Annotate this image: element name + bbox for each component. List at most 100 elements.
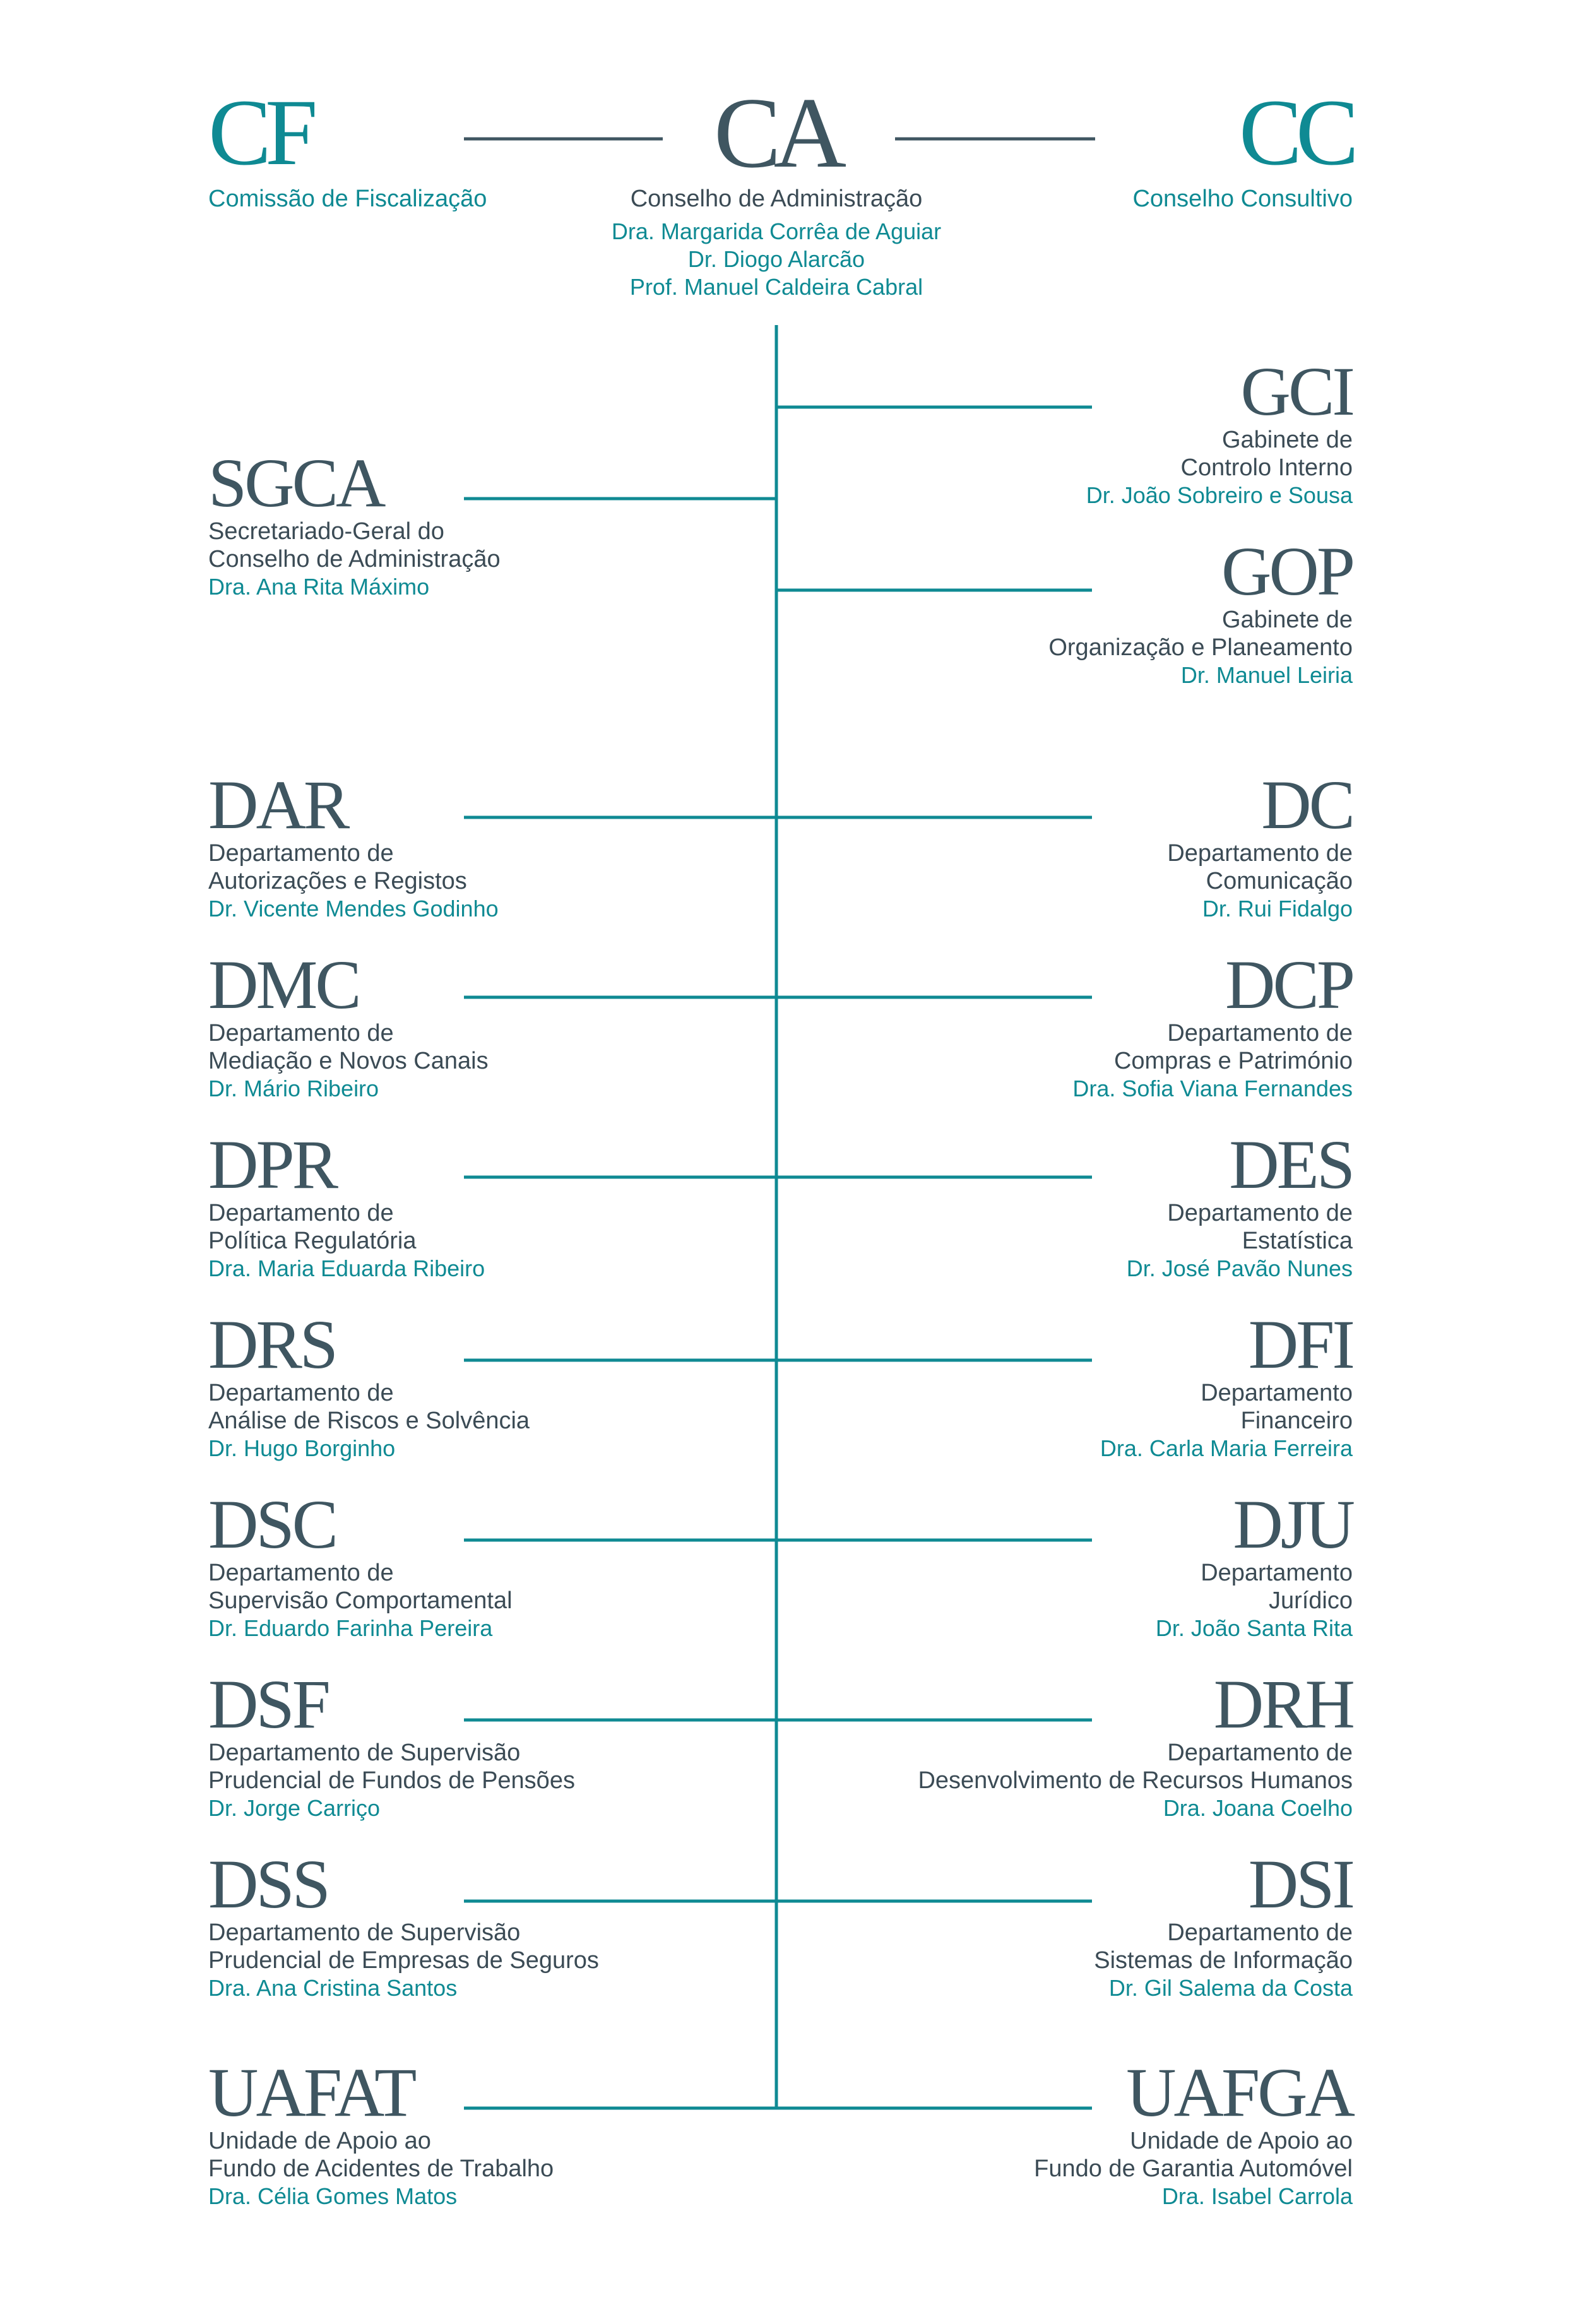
unit-abbr: DCP <box>1225 946 1355 1023</box>
unit-head: Dr. Eduardo Farinha Pereira <box>208 1615 493 1641</box>
unit-name-line: Departamento de <box>1167 840 1353 867</box>
unit-head: Dr. Gil Salema da Costa <box>1108 1975 1353 2001</box>
unit-name-line: Gabinete de <box>1221 607 1353 633</box>
unit-name-line: Compras e Património <box>1113 1048 1353 1074</box>
unit-name-line: Departamento de <box>1167 1740 1353 1766</box>
cf-abbr: CF <box>208 80 317 185</box>
unit-cf: CF Comissão de Fiscalização <box>208 85 776 213</box>
unit-name-line: Departamento de <box>208 1380 394 1406</box>
unit-name-line: Controlo Interno <box>1180 454 1353 481</box>
unit-name-line: Organização e Planeamento <box>1048 634 1353 661</box>
unit-uafat: UAFAT Unidade de Apoio ao Fundo de Acide… <box>208 2058 776 2210</box>
unit-name-line: Estatística <box>1242 1228 1353 1254</box>
unit-name-line: Prudencial de Empresas de Seguros <box>208 1947 599 1974</box>
unit-head: Dra. Maria Eduarda Ribeiro <box>208 1255 485 1281</box>
unit-head: Dr. Jorge Carriço <box>208 1795 381 1821</box>
unit-dc: DC Departamento de Comunicação Dr. Rui F… <box>785 766 1355 923</box>
unit-abbr: DES <box>1229 1126 1355 1203</box>
unit-name-line: Departamento de <box>1167 1919 1353 1946</box>
unit-name-line: Prudencial de Fundos de Pensões <box>208 1767 575 1794</box>
unit-head: Dra. Joana Coelho <box>1163 1795 1353 1821</box>
unit-name-line: Fundo de Acidentes de Trabalho <box>208 2155 554 2182</box>
unit-name-line: Unidade de Apoio ao <box>1130 2128 1353 2154</box>
unit-gop: GOP Gabinete de Organização e Planeament… <box>785 533 1355 689</box>
unit-abbr: DAR <box>208 766 350 843</box>
unit-head: Dr. Hugo Borginho <box>208 1435 396 1461</box>
unit-head: Dra. Sofia Viana Fernandes <box>1072 1076 1353 1101</box>
unit-dmc: DMC Departamento de Mediação e Novos Can… <box>208 950 776 1103</box>
unit-abbr: DSF <box>208 1666 331 1743</box>
unit-head: Dra. Ana Cristina Santos <box>208 1975 458 2001</box>
unit-ca: CA Conselho de Administração Dra. Margar… <box>555 76 997 301</box>
unit-dsf: DSF Departamento de Supervisão Prudencia… <box>208 1669 776 1822</box>
unit-dar: DAR Departamento de Autorizações e Regis… <box>208 770 776 923</box>
cf-name: Comissão de Fiscalização <box>208 186 487 212</box>
unit-uafga: UAFGA Unidade de Apoio ao Fundo de Garan… <box>785 2058 1355 2210</box>
unit-abbr: GOP <box>1221 533 1355 610</box>
unit-head: Dr. João Santa Rita <box>1155 1615 1353 1641</box>
unit-dcp: DCP Departamento de Compras e Património… <box>785 946 1355 1103</box>
unit-name-line: Departamento de <box>208 1200 394 1226</box>
unit-name-line: Supervisão Comportamental <box>208 1587 513 1614</box>
unit-dfi: DFI Departamento Financeiro Dra. Carla M… <box>785 1310 1355 1462</box>
unit-name-line: Departamento <box>1201 1380 1353 1406</box>
unit-head: Dr. Manuel Leiria <box>1180 662 1353 688</box>
unit-name-line: Jurídico <box>1268 1587 1353 1614</box>
unit-dpr: DPR Departamento de Política Regulatória… <box>208 1130 776 1283</box>
unit-name-line: Mediação e Novos Canais <box>208 1048 489 1074</box>
unit-abbr: DJU <box>1233 1486 1355 1563</box>
unit-dsi: DSI Departamento de Sistemas de Informaç… <box>785 1846 1355 2002</box>
unit-name-line: Departamento <box>1201 1560 1353 1586</box>
unit-head: Dr. Mário Ribeiro <box>208 1076 379 1101</box>
unit-name-line: Departamento de <box>208 840 394 867</box>
unit-name-line: Financeiro <box>1240 1408 1353 1434</box>
unit-abbr: DRS <box>208 1306 338 1383</box>
ca-name: Conselho de Administração <box>630 186 923 212</box>
unit-abbr: SGCA <box>208 444 386 521</box>
unit-name-line: Departamento de <box>1167 1020 1353 1046</box>
unit-name-line: Secretariado-Geral do <box>208 518 444 545</box>
unit-abbr: GCI <box>1240 353 1355 430</box>
unit-drh: DRH Departamento de Desenvolvimento de R… <box>785 1666 1355 1822</box>
unit-dju: DJU Departamento Jurídico Dr. João Santa… <box>785 1486 1355 1642</box>
ca-abbr: CA <box>713 76 846 189</box>
unit-abbr: UAFAT <box>208 2054 417 2131</box>
unit-name-line: Análise de Riscos e Solvência <box>208 1408 530 1434</box>
cc-abbr: CC <box>1238 80 1359 185</box>
unit-name-line: Unidade de Apoio ao <box>208 2128 431 2154</box>
unit-gci: GCI Gabinete de Controlo Interno Dr. Joã… <box>785 353 1355 509</box>
unit-dss: DSS Departamento de Supervisão Prudencia… <box>208 1849 776 2002</box>
unit-name-line: Departamento de Supervisão <box>208 1740 521 1766</box>
unit-name-line: Fundo de Garantia Automóvel <box>1034 2155 1353 2182</box>
unit-head: Dr. José Pavão Nunes <box>1126 1255 1353 1281</box>
unit-name-line: Departamento de <box>208 1020 394 1046</box>
unit-cc: CC Conselho Consultivo <box>785 80 1359 213</box>
unit-name-line: Conselho de Administração <box>208 546 501 572</box>
ca-member: Dra. Margarida Corrêa de Aguiar <box>611 218 942 244</box>
unit-abbr: DSS <box>208 1846 331 1923</box>
unit-head: Dr. Vicente Mendes Godinho <box>208 896 499 922</box>
unit-head: Dra. Célia Gomes Matos <box>208 2183 458 2209</box>
unit-name-line: Política Regulatória <box>208 1228 417 1254</box>
unit-head: Dra. Carla Maria Ferreira <box>1100 1435 1353 1461</box>
unit-drs: DRS Departamento de Análise de Riscos e … <box>208 1310 776 1462</box>
unit-sgca: SGCA Secretariado-Geral do Conselho de A… <box>208 448 776 601</box>
unit-name-line: Comunicação <box>1206 868 1353 894</box>
unit-name-line: Departamento de <box>208 1560 394 1586</box>
unit-abbr: DMC <box>208 946 362 1023</box>
unit-name-line: Departamento de Supervisão <box>208 1919 521 1946</box>
unit-head: Dra. Ana Rita Máximo <box>208 574 430 600</box>
unit-name-line: Sistemas de Informação <box>1094 1947 1353 1974</box>
unit-name-line: Departamento de <box>1167 1200 1353 1226</box>
unit-head: Dra. Isabel Carrola <box>1161 2183 1353 2209</box>
unit-name-line: Autorizações e Registos <box>208 868 467 894</box>
unit-name-line: Gabinete de <box>1221 427 1353 453</box>
unit-abbr: DSI <box>1248 1846 1355 1923</box>
unit-des: DES Departamento de Estatística Dr. José… <box>785 1126 1355 1283</box>
unit-dsc: DSC Departamento de Supervisão Comportam… <box>208 1490 776 1642</box>
unit-abbr: DRH <box>1213 1666 1355 1743</box>
unit-head: Dr. João Sobreiro e Sousa <box>1086 482 1353 508</box>
unit-abbr: DSC <box>208 1486 338 1563</box>
unit-abbr: DC <box>1261 766 1355 843</box>
